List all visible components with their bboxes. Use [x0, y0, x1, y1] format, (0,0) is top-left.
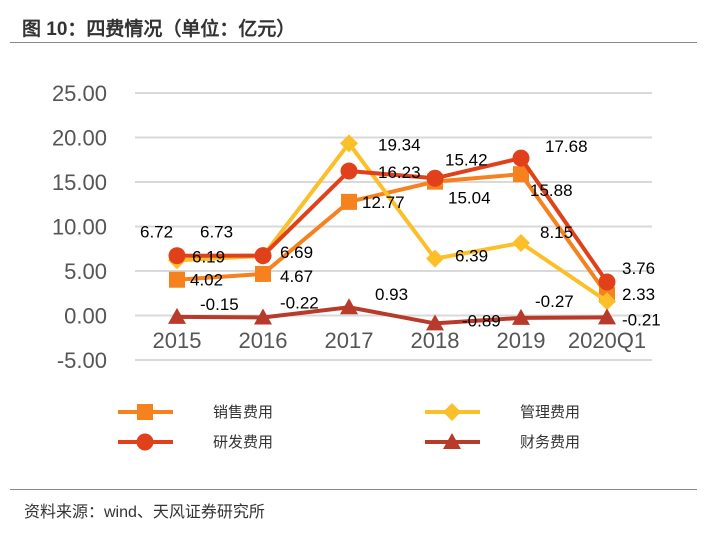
- series-line: [176, 305, 608, 326]
- data-point: [513, 166, 529, 183]
- data-point: [137, 404, 153, 420]
- series-3: [168, 298, 616, 331]
- data-point: [340, 298, 358, 315]
- data-point: [443, 433, 461, 449]
- data-label: -0.89: [462, 311, 501, 330]
- data-label: 15.42: [445, 150, 488, 169]
- legend-label: 销售费用: [213, 404, 273, 421]
- data-point: [169, 271, 185, 288]
- data-label: 0.93: [375, 285, 408, 304]
- data-label: -0.15: [200, 295, 239, 314]
- legend-item: 销售费用: [118, 404, 273, 421]
- data-point: [168, 307, 186, 324]
- data-labels-0: 4.02 4.67 12.77 15.04 15.88 2.33: [190, 181, 655, 304]
- y-tick-label: 25.00: [52, 81, 107, 106]
- series-0: [169, 166, 615, 303]
- legend-label: 管理费用: [520, 404, 580, 421]
- x-tick-label: 2015: [153, 328, 202, 353]
- data-point: [136, 433, 154, 451]
- x-tick-label: 2019: [497, 328, 546, 353]
- data-point: [512, 149, 530, 167]
- y-tick-label: 15.00: [52, 170, 107, 195]
- y-tick-label: 20.00: [52, 126, 107, 151]
- data-label: -0.22: [280, 293, 319, 312]
- data-point: [598, 292, 616, 311]
- data-point: [168, 247, 186, 265]
- data-label: 2.33: [622, 285, 655, 304]
- data-point: [598, 308, 616, 325]
- data-label: 6.39: [455, 247, 488, 266]
- y-tick-label: 0.00: [64, 304, 107, 329]
- data-label: 3.76: [622, 259, 655, 278]
- data-label: 4.02: [190, 271, 223, 290]
- data-point: [598, 273, 616, 291]
- data-labels-1: 6.19 6.69 19.34 6.39 8.15: [192, 135, 573, 266]
- divider: [10, 489, 697, 490]
- data-point: [443, 403, 461, 421]
- source-note: 资料来源：wind、天风证券研究所: [24, 504, 265, 521]
- data-label: 15.04: [448, 189, 491, 208]
- data-label: 6.72: [140, 223, 173, 242]
- data-label: 6.73: [200, 223, 233, 242]
- data-labels-2: 6.72 6.73 16.23 15.42 17.68 3.76: [140, 137, 655, 278]
- data-label: 16.23: [378, 163, 421, 182]
- data-label: 6.19: [192, 247, 225, 266]
- data-point: [426, 249, 444, 268]
- data-labels-3: -0.15 -0.22 0.93 -0.89 -0.27 -0.21: [200, 285, 661, 330]
- data-point: [512, 308, 530, 325]
- data-label: 17.68: [545, 137, 588, 156]
- data-point: [340, 162, 358, 180]
- data-point: [341, 193, 357, 210]
- figure-title: 图 10：四费情况（单位：亿元）: [22, 19, 296, 40]
- data-point: [426, 314, 444, 331]
- series-line: [176, 172, 609, 296]
- data-label: 12.77: [362, 193, 405, 212]
- y-tick-label: -5.00: [57, 348, 107, 373]
- x-tick-label: 2018: [411, 328, 460, 353]
- x-tick-label: 2020Q1: [568, 328, 646, 353]
- data-label: 6.69: [280, 243, 313, 262]
- x-tick-label: 2017: [325, 328, 374, 353]
- legend-label: 研发费用: [213, 434, 273, 451]
- legend-item: 财务费用: [425, 433, 580, 451]
- legend-item: 管理费用: [425, 403, 580, 421]
- data-point: [426, 169, 444, 187]
- data-point: [340, 134, 358, 153]
- data-label: 15.88: [530, 181, 573, 200]
- legend-item: 研发费用: [118, 433, 273, 451]
- data-point: [255, 265, 271, 282]
- x-tick-label: 2016: [239, 328, 288, 353]
- data-point: [254, 247, 272, 265]
- line-chart: -5.00 0.00 5.00 10.00 15.00 20.00 25.00 2015 201…: [52, 81, 661, 451]
- legend-label: 财务费用: [520, 434, 580, 451]
- data-label: 4.67: [280, 267, 313, 286]
- divider: [10, 42, 697, 43]
- data-point: [254, 308, 272, 325]
- y-tick-label: 5.00: [64, 259, 107, 284]
- data-point: [512, 233, 530, 252]
- data-label: -0.21: [622, 310, 661, 329]
- y-tick-label: 10.00: [52, 215, 107, 240]
- data-label: 19.34: [378, 135, 421, 154]
- series-2: [168, 149, 616, 291]
- series-line: [176, 155, 609, 284]
- data-label: 8.15: [540, 223, 573, 242]
- data-label: -0.27: [535, 292, 574, 311]
